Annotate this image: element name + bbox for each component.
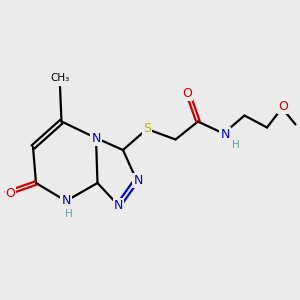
Text: N: N bbox=[91, 131, 101, 145]
Text: O: O bbox=[278, 100, 288, 113]
Text: N: N bbox=[220, 128, 230, 141]
Text: CH₃: CH₃ bbox=[50, 74, 70, 83]
Text: N: N bbox=[61, 194, 71, 208]
Text: O: O bbox=[183, 87, 192, 100]
Text: N: N bbox=[114, 199, 123, 212]
Text: H: H bbox=[232, 140, 240, 150]
Text: O: O bbox=[6, 187, 15, 200]
Text: H: H bbox=[65, 208, 73, 219]
Text: S: S bbox=[143, 122, 151, 136]
Text: N: N bbox=[133, 173, 143, 187]
